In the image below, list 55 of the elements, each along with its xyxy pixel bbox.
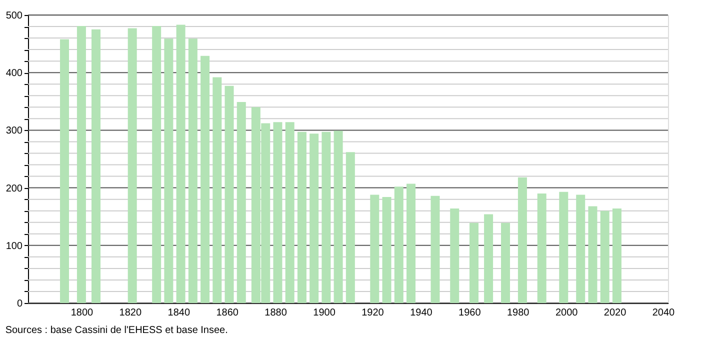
bar [559,192,568,303]
bar [576,194,586,303]
x-tick-label: 1820 [119,308,142,318]
bar [297,132,306,303]
bar [285,122,294,303]
bar [188,38,198,303]
bar [212,77,222,303]
x-tick-label: 1960 [458,308,482,318]
x-tick-label: 2040 [652,308,676,318]
bar [224,86,234,303]
source-note: Sources : base Cassini de l'EHESS et base Insee. [5,325,228,336]
bar [236,102,246,303]
x-tick-label: 1920 [362,308,384,318]
bar [128,28,137,303]
bar [152,26,162,303]
bar [406,184,416,303]
bar [588,206,598,303]
bar [450,208,460,303]
bar [382,197,392,303]
x-tick-label: 2020 [604,308,627,318]
y-tick-label: 500 [6,10,23,22]
x-tick-label: 2000 [555,308,578,318]
bar [176,24,186,303]
y-tick-label: 300 [6,126,23,137]
x-tick-label: 1800 [70,308,94,318]
y-tick-label: 100 [6,240,23,252]
bar [501,222,510,303]
bar [76,26,86,303]
bar [322,132,331,303]
bar [60,39,69,303]
bar [518,177,527,303]
x-tick-label: 1940 [410,308,433,318]
bar [200,56,210,303]
bar [334,130,343,303]
y-tick-label: 400 [6,68,23,80]
y-tick-label: 200 [6,183,23,194]
bar [470,222,478,303]
bar [537,194,546,303]
bar [164,38,174,303]
x-tick-label: 1880 [264,308,288,318]
bar [600,210,610,303]
bar [612,208,622,303]
x-tick-label: 1860 [216,308,239,318]
x-tick-label: 1900 [313,308,336,318]
bar [310,134,319,303]
x-tick-label: 1840 [168,308,190,318]
x-tick-label: 1980 [506,308,530,318]
bar [394,186,404,303]
bar [92,29,100,303]
bar [273,122,282,303]
bar [430,196,440,303]
bar [346,152,355,303]
bar [484,214,494,303]
bar [370,194,380,303]
y-tick-label: 0 [16,298,23,310]
